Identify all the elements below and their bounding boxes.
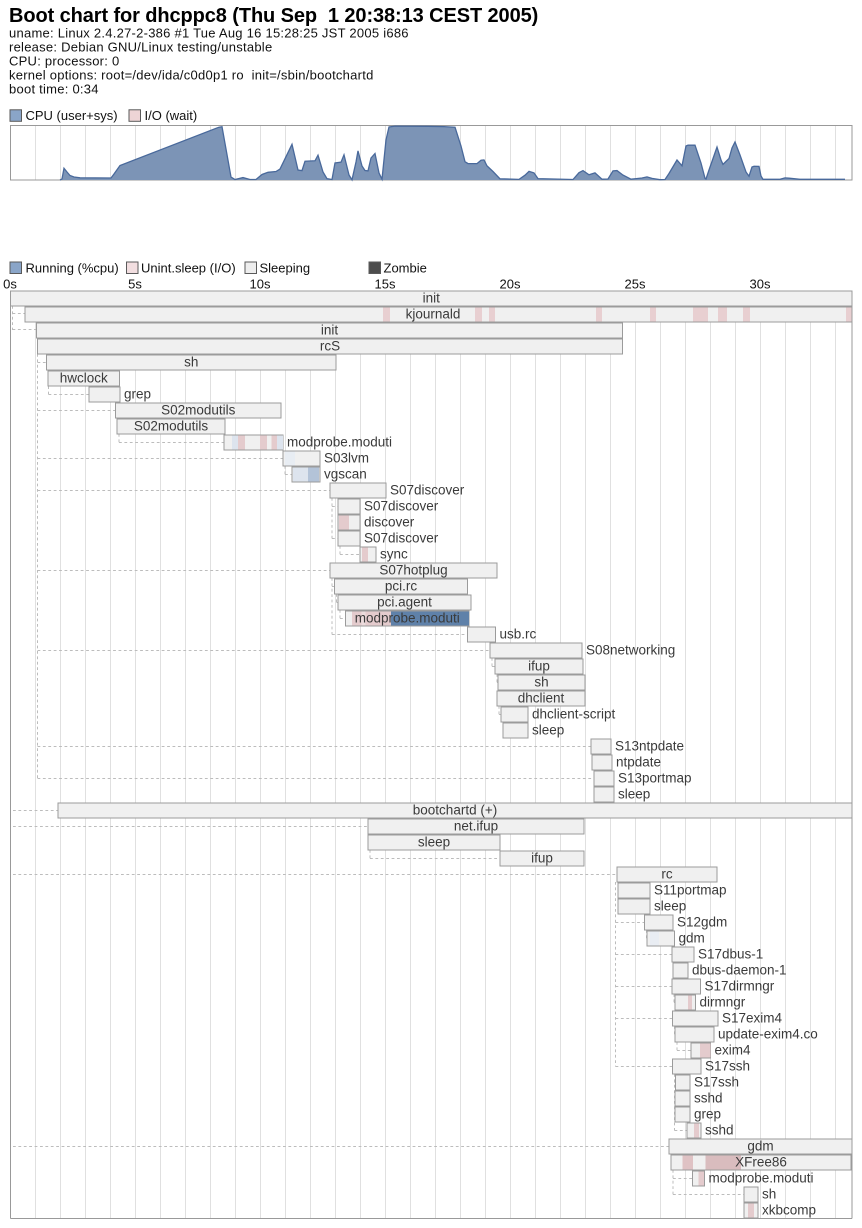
svg-text:sleep: sleep bbox=[618, 786, 650, 801]
svg-text:pci.agent: pci.agent bbox=[377, 594, 432, 609]
svg-text:dirmngr: dirmngr bbox=[700, 994, 746, 1009]
svg-text:S02modutils: S02modutils bbox=[161, 402, 236, 417]
svg-text:sleep: sleep bbox=[418, 834, 450, 849]
svg-text:S13ntpdate: S13ntpdate bbox=[615, 738, 684, 753]
svg-text:S17exim4: S17exim4 bbox=[722, 1010, 783, 1025]
svg-text:S03lvm: S03lvm bbox=[324, 450, 369, 465]
svg-text:S08networking: S08networking bbox=[586, 642, 675, 657]
svg-text:rcS: rcS bbox=[320, 338, 340, 353]
svg-text:XFree86: XFree86 bbox=[735, 1154, 787, 1169]
svg-text:S12gdm: S12gdm bbox=[677, 914, 727, 929]
svg-text:20s: 20s bbox=[500, 277, 521, 292]
svg-text:sh: sh bbox=[184, 354, 198, 369]
svg-text:S17ssh: S17ssh bbox=[705, 1058, 750, 1073]
svg-text:Unint.sleep (I/O): Unint.sleep (I/O) bbox=[141, 260, 236, 275]
svg-text:sh: sh bbox=[762, 1186, 776, 1201]
svg-text:S07discover: S07discover bbox=[364, 530, 439, 545]
svg-text:ntpdate: ntpdate bbox=[616, 754, 661, 769]
svg-text:dhclient-script: dhclient-script bbox=[532, 706, 616, 721]
svg-text:gdm: gdm bbox=[679, 930, 705, 945]
svg-text:hwclock: hwclock bbox=[60, 370, 108, 385]
svg-text:sleep: sleep bbox=[654, 898, 686, 913]
svg-text:exim4: exim4 bbox=[715, 1042, 752, 1057]
svg-text:Zombie: Zombie bbox=[384, 260, 427, 275]
svg-text:10s: 10s bbox=[250, 277, 271, 292]
svg-text:kernel options: root=/dev/ida/: kernel options: root=/dev/ida/c0d0p1 ro … bbox=[9, 68, 374, 83]
svg-text:uname: Linux 2.4.27-2-386 #1 T: uname: Linux 2.4.27-2-386 #1 Tue Aug 16 … bbox=[9, 26, 409, 41]
svg-text:gdm: gdm bbox=[747, 1138, 773, 1153]
svg-text:ifup: ifup bbox=[531, 850, 553, 865]
svg-text:25s: 25s bbox=[625, 277, 646, 292]
svg-text:Boot chart for dhcppc8 (Thu Se: Boot chart for dhcppc8 (Thu Sep 1 20:38:… bbox=[9, 5, 538, 27]
svg-text:init: init bbox=[423, 290, 441, 305]
svg-text:Sleeping: Sleeping bbox=[260, 260, 311, 275]
svg-text:boot time: 0:34: boot time: 0:34 bbox=[9, 82, 99, 97]
svg-text:update-exim4.co: update-exim4.co bbox=[718, 1026, 818, 1041]
svg-text:S17dbus-1: S17dbus-1 bbox=[698, 946, 763, 961]
svg-text:rc: rc bbox=[661, 866, 672, 881]
svg-text:modprobe.moduti: modprobe.moduti bbox=[355, 610, 460, 625]
svg-text:xkbcomp: xkbcomp bbox=[762, 1202, 816, 1217]
svg-text:pci.rc: pci.rc bbox=[385, 578, 418, 593]
svg-text:ifup: ifup bbox=[528, 658, 550, 673]
svg-text:CPU (user+sys): CPU (user+sys) bbox=[26, 108, 118, 123]
svg-text:CPU: processor: 0: CPU: processor: 0 bbox=[9, 54, 119, 69]
svg-text:30s: 30s bbox=[750, 277, 771, 292]
svg-text:sh: sh bbox=[534, 674, 548, 689]
svg-text:S17ssh: S17ssh bbox=[694, 1074, 739, 1089]
svg-text:S11portmap: S11portmap bbox=[654, 882, 727, 897]
svg-text:15s: 15s bbox=[375, 277, 396, 292]
svg-text:S02modutils: S02modutils bbox=[134, 418, 209, 433]
svg-text:modprobe.moduti: modprobe.moduti bbox=[287, 434, 392, 449]
svg-text:bootchartd (+): bootchartd (+) bbox=[413, 802, 497, 817]
svg-text:usb.rc: usb.rc bbox=[500, 626, 537, 641]
svg-text:init: init bbox=[321, 322, 339, 337]
svg-text:S17dirmngr: S17dirmngr bbox=[705, 978, 775, 993]
svg-text:grep: grep bbox=[694, 1106, 721, 1121]
svg-text:sshd: sshd bbox=[694, 1090, 723, 1105]
svg-text:net.ifup: net.ifup bbox=[454, 818, 498, 833]
svg-text:vgscan: vgscan bbox=[324, 466, 367, 481]
svg-text:0s: 0s bbox=[3, 277, 17, 292]
svg-text:sleep: sleep bbox=[532, 722, 564, 737]
svg-text:discover: discover bbox=[364, 514, 415, 529]
svg-text:S07hotplug: S07hotplug bbox=[379, 562, 447, 577]
svg-text:Running (%cpu): Running (%cpu) bbox=[26, 260, 119, 275]
svg-text:dbus-daemon-1: dbus-daemon-1 bbox=[692, 962, 787, 977]
svg-text:kjournald: kjournald bbox=[406, 306, 461, 321]
svg-text:sshd: sshd bbox=[705, 1122, 734, 1137]
svg-text:modprobe.moduti: modprobe.moduti bbox=[709, 1170, 814, 1185]
svg-text:grep: grep bbox=[124, 386, 151, 401]
svg-text:S07discover: S07discover bbox=[364, 498, 439, 513]
svg-text:sync: sync bbox=[380, 546, 408, 561]
svg-text:dhclient: dhclient bbox=[518, 690, 565, 705]
svg-text:S13portmap: S13portmap bbox=[618, 770, 692, 785]
svg-text:release: Debian GNU/Linux test: release: Debian GNU/Linux testing/unstab… bbox=[9, 40, 272, 55]
svg-text:I/O (wait): I/O (wait) bbox=[145, 108, 198, 123]
svg-text:S07discover: S07discover bbox=[390, 482, 465, 497]
svg-text:5s: 5s bbox=[128, 277, 142, 292]
